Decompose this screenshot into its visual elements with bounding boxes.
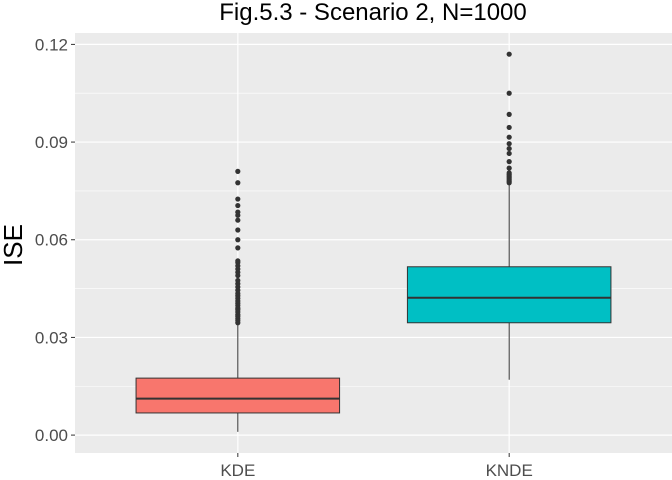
- outlier-point: [235, 277, 241, 284]
- iqr-box: [135, 377, 341, 414]
- outlier-point: [235, 168, 241, 174]
- outlier-point: [506, 111, 512, 117]
- outlier-point: [506, 124, 512, 131]
- y-tick-label: 0.00: [35, 426, 68, 445]
- outlier-point: [506, 159, 512, 165]
- y-axis-ticks: 0.00 0.03 0.06 0.09 0.12: [35, 35, 75, 445]
- y-tick-label: 0.03: [35, 328, 68, 347]
- box-knde: [406, 51, 612, 380]
- iqr-box: [406, 266, 612, 324]
- outlier-point: [235, 217, 241, 223]
- y-tick-label: 0.12: [35, 35, 68, 54]
- outlier-point: [235, 180, 241, 186]
- outlier-point: [235, 245, 241, 251]
- x-axis-ticks: KDE KNDE: [220, 453, 533, 480]
- x-tick-label: KDE: [220, 461, 255, 480]
- outlier-point: [235, 237, 241, 243]
- outlier-point: [506, 150, 512, 157]
- x-tick-label: KNDE: [486, 461, 533, 480]
- outlier-point: [506, 165, 512, 171]
- outlier-point: [506, 145, 512, 152]
- outlier-point: [235, 202, 241, 209]
- outlier-point: [235, 209, 241, 215]
- box-kde: [135, 168, 341, 432]
- outlier-point: [235, 196, 241, 202]
- outlier-point: [506, 134, 512, 140]
- chart-title: Fig.5.3 - Scenario 2, N=1000: [219, 0, 527, 26]
- y-tick-label: 0.09: [35, 133, 68, 152]
- outlier-point: [506, 90, 512, 96]
- outlier-point: [235, 227, 241, 233]
- outlier-point: [506, 170, 512, 176]
- y-axis-title: ISE: [0, 224, 28, 266]
- outlier-point: [506, 141, 512, 147]
- boxes-layer: [135, 51, 612, 432]
- outlier-point: [506, 51, 512, 57]
- outlier-point: [235, 258, 241, 264]
- y-tick-label: 0.06: [35, 231, 68, 250]
